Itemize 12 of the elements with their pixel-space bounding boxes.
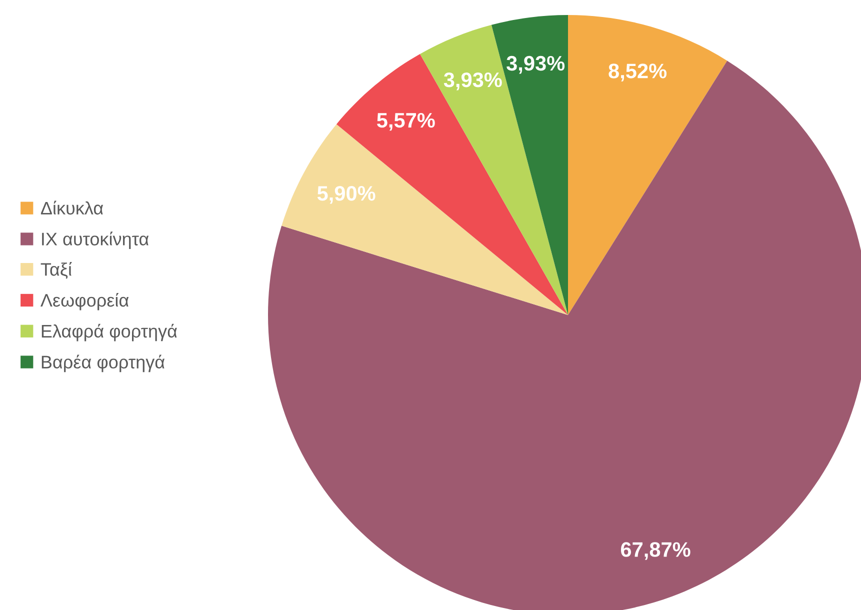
data-label: 8,52% bbox=[608, 64, 667, 82]
data-label: 5,90% bbox=[317, 186, 376, 204]
data-label: 3,93% bbox=[506, 56, 565, 74]
data-label: 5,57% bbox=[377, 112, 435, 131]
data-label: 67,87% bbox=[620, 542, 690, 560]
legend-label: Βαρέα φορτηγά bbox=[42, 354, 165, 372]
legend-label: Ελαφρά φορτηγά bbox=[42, 324, 177, 342]
legend-label: Δίκυκλα bbox=[40, 200, 104, 215]
legend-label: ΙΧ αυτοκίνητα bbox=[42, 232, 149, 250]
legend-label: Ταξί bbox=[40, 262, 72, 279]
legend-label: Λεωφορεία bbox=[40, 292, 129, 310]
data-label: 3,93% bbox=[444, 72, 502, 90]
